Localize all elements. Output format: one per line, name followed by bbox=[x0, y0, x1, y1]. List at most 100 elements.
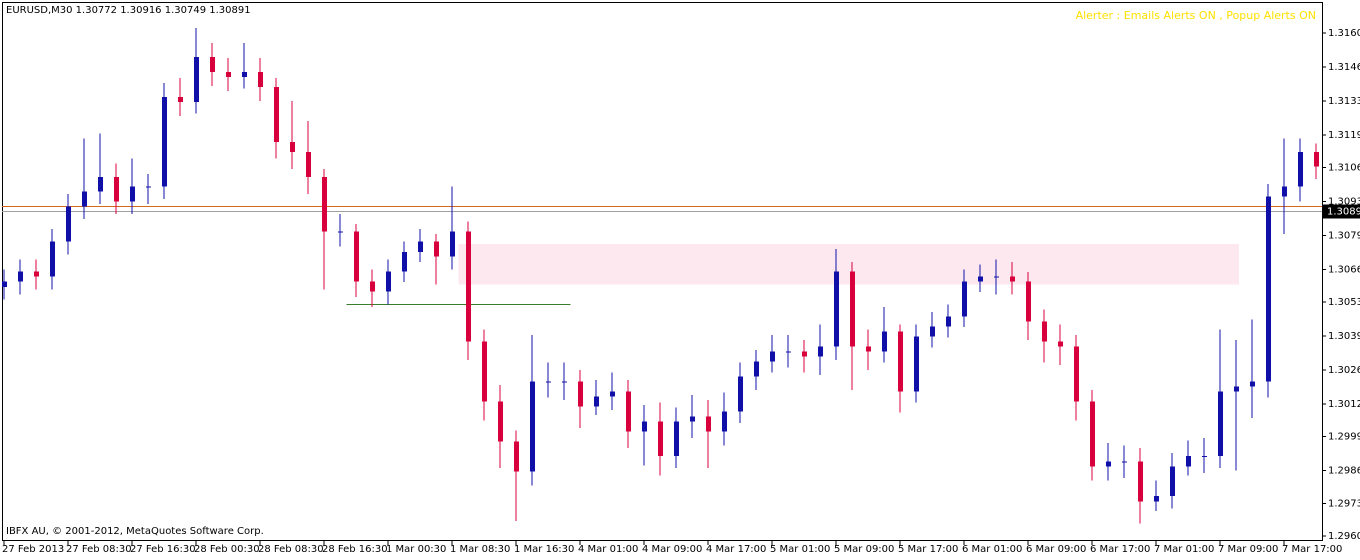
candle-body bbox=[946, 316, 951, 327]
candle-body bbox=[66, 206, 71, 242]
candle-body bbox=[722, 411, 727, 432]
x-tick-label: 6 Mar 09:00 bbox=[1026, 544, 1086, 555]
candle-body bbox=[290, 141, 295, 152]
candle-body bbox=[530, 381, 535, 472]
price-zone bbox=[458, 244, 1240, 285]
bid-label: 1.30891 bbox=[1327, 206, 1360, 217]
candle-body bbox=[818, 346, 823, 357]
candle-body bbox=[162, 96, 167, 187]
candle-body bbox=[1042, 321, 1047, 342]
candle-body bbox=[450, 231, 455, 257]
candle-body bbox=[930, 326, 935, 337]
candle-body bbox=[34, 271, 39, 277]
candle-body bbox=[210, 56, 215, 72]
y-tick-label: 1.29600 bbox=[1328, 531, 1360, 542]
candle-body bbox=[994, 276, 999, 278]
x-tick-label: 28 Feb 16:30 bbox=[322, 544, 388, 555]
candle-body bbox=[370, 281, 375, 292]
x-tick-label: 4 Mar 09:00 bbox=[642, 544, 702, 555]
candle-body bbox=[914, 336, 919, 392]
candle-body bbox=[2, 281, 7, 287]
candle-body bbox=[786, 351, 791, 353]
candle-body bbox=[1138, 461, 1143, 502]
candle-body bbox=[466, 231, 471, 342]
candle-body bbox=[1090, 401, 1095, 467]
candle-body bbox=[322, 176, 327, 232]
candle-body bbox=[978, 276, 983, 282]
candle-body bbox=[338, 231, 343, 233]
x-tick-label: 28 Feb 08:30 bbox=[258, 544, 324, 555]
y-tick-label: 1.30125 bbox=[1328, 399, 1360, 410]
y-tick-label: 1.30260 bbox=[1328, 365, 1360, 376]
candle-body bbox=[82, 191, 87, 207]
x-tick-label: 4 Mar 01:00 bbox=[578, 544, 638, 555]
x-tick-label: 1 Mar 16:30 bbox=[514, 544, 574, 555]
candle-body bbox=[1314, 151, 1319, 167]
candle-body bbox=[98, 176, 103, 192]
candle-body bbox=[738, 376, 743, 412]
candle-body bbox=[146, 186, 151, 188]
candle-body bbox=[1282, 186, 1287, 197]
candle-body bbox=[1074, 346, 1079, 402]
candle-body bbox=[1250, 381, 1255, 387]
bid-label-box bbox=[1323, 204, 1360, 219]
candle-body bbox=[834, 271, 839, 347]
candle-body bbox=[1266, 196, 1271, 382]
candle-body bbox=[1010, 276, 1015, 282]
candle-body bbox=[850, 271, 855, 347]
x-tick-label: 5 Mar 01:00 bbox=[770, 544, 830, 555]
candle-body bbox=[578, 381, 583, 407]
x-tick-label: 27 Feb 2013 bbox=[2, 544, 64, 555]
candle-body bbox=[194, 56, 199, 102]
candle-body bbox=[1234, 386, 1239, 392]
candle-body bbox=[434, 241, 439, 257]
x-tick-label: 27 Feb 16:30 bbox=[130, 544, 196, 555]
y-tick-label: 1.30795 bbox=[1328, 230, 1360, 241]
candle-body bbox=[402, 251, 407, 272]
candle-body bbox=[626, 391, 631, 432]
x-tick-label: 5 Mar 09:00 bbox=[834, 544, 894, 555]
chart-title: EURUSD,M30 1.30772 1.30916 1.30749 1.308… bbox=[6, 5, 251, 16]
y-tick-label: 1.30930 bbox=[1328, 196, 1360, 207]
candle-body bbox=[1202, 456, 1207, 458]
candle-body bbox=[258, 71, 263, 87]
y-tick-label: 1.31600 bbox=[1328, 28, 1360, 39]
candle-body bbox=[594, 396, 599, 407]
candle-body bbox=[1026, 281, 1031, 322]
x-tick-label: 7 Mar 01:00 bbox=[1154, 544, 1214, 555]
candle-body bbox=[706, 416, 711, 432]
candle-body bbox=[642, 421, 647, 432]
x-tick-label: 27 Feb 08:30 bbox=[66, 544, 132, 555]
y-tick-label: 1.31065 bbox=[1328, 162, 1360, 173]
candle-body bbox=[354, 231, 359, 282]
candle-body bbox=[658, 421, 663, 457]
candle-body bbox=[610, 391, 615, 397]
candle-body bbox=[498, 401, 503, 442]
y-tick-label: 1.29995 bbox=[1328, 432, 1360, 443]
candle-body bbox=[770, 351, 775, 362]
y-tick-label: 1.31195 bbox=[1328, 130, 1360, 141]
candle-body bbox=[546, 381, 551, 383]
candle-body bbox=[50, 241, 55, 277]
candle-body bbox=[754, 361, 759, 377]
x-tick-label: 1 Mar 00:30 bbox=[386, 544, 446, 555]
candle-body bbox=[114, 176, 119, 202]
x-tick-label: 7 Mar 17:00 bbox=[1282, 544, 1342, 555]
candle-body bbox=[690, 416, 695, 422]
x-tick-label: 4 Mar 17:00 bbox=[706, 544, 766, 555]
y-tick-label: 1.29730 bbox=[1328, 498, 1360, 509]
candle-body bbox=[674, 421, 679, 457]
candle-body bbox=[226, 71, 231, 77]
y-tick-label: 1.29860 bbox=[1328, 466, 1360, 477]
x-tick-label: 28 Feb 00:30 bbox=[194, 544, 260, 555]
candle-body bbox=[1122, 461, 1127, 463]
x-tick-label: 6 Mar 01:00 bbox=[962, 544, 1022, 555]
candle-body bbox=[562, 381, 567, 383]
candle-body bbox=[962, 281, 967, 317]
y-tick-label: 1.30530 bbox=[1328, 297, 1360, 308]
candle-body bbox=[866, 346, 871, 352]
x-tick-label: 7 Mar 09:00 bbox=[1218, 544, 1278, 555]
y-tick-label: 1.31330 bbox=[1328, 96, 1360, 107]
candle-body bbox=[1154, 496, 1159, 502]
